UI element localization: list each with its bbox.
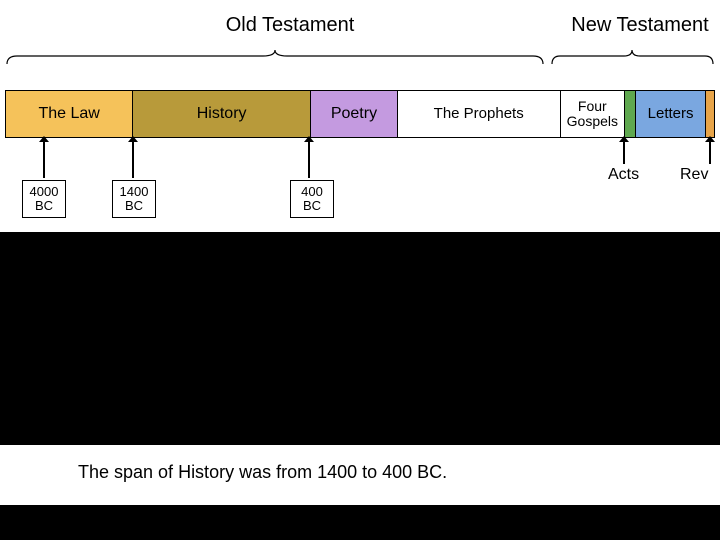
timeline-bar: The Law History Poetry The Prophets Four… [5, 90, 715, 138]
brace-new-testament [550, 48, 715, 66]
date-400bc: 400 BC [290, 180, 334, 218]
caption-text: The span of History was from 1400 to 400… [78, 462, 447, 483]
label-acts: Acts [608, 166, 639, 184]
arrow-acts [623, 142, 625, 164]
header-old-testament: Old Testament [210, 14, 370, 37]
segment-acts [625, 91, 636, 137]
segment-rev [706, 91, 714, 137]
label-rev: Rev [680, 166, 708, 184]
arrow-4000bc [43, 142, 45, 178]
header-new-testament: New Testament [560, 14, 720, 37]
arrow-400bc [308, 142, 310, 178]
date-1400bc: 1400 BC [112, 180, 156, 218]
brace-old-testament [5, 48, 545, 66]
arrow-rev [709, 142, 711, 164]
segment-law: The Law [6, 91, 133, 137]
segment-history: History [133, 91, 311, 137]
arrow-1400bc [132, 142, 134, 178]
segment-gospels: Four Gospels [561, 91, 626, 137]
segment-letters: Letters [636, 91, 706, 137]
date-4000bc: 4000 BC [22, 180, 66, 218]
segment-prophets: The Prophets [398, 91, 561, 137]
segment-poetry: Poetry [311, 91, 398, 137]
